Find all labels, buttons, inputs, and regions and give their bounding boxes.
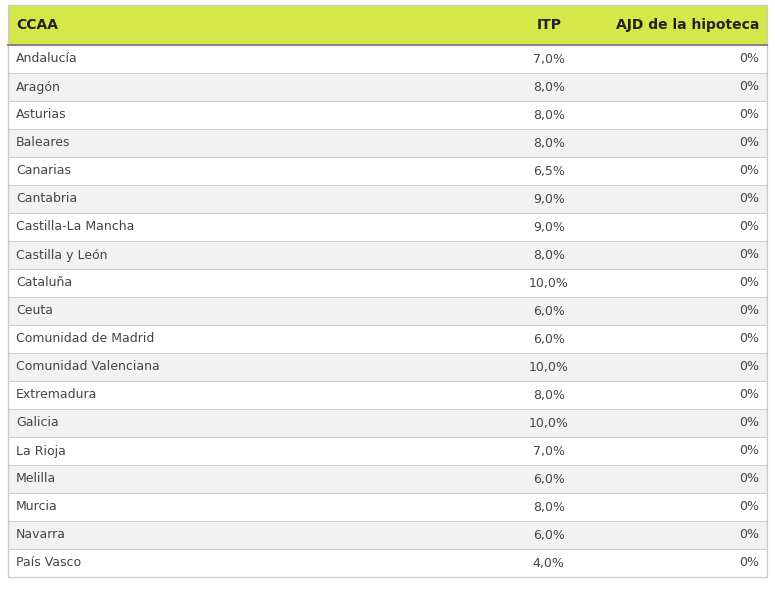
- Bar: [8, 521, 767, 549]
- Text: 10,0%: 10,0%: [529, 361, 569, 374]
- Text: 9,0%: 9,0%: [533, 221, 565, 234]
- Text: Comunidad de Madrid: Comunidad de Madrid: [16, 333, 154, 346]
- Text: 0%: 0%: [739, 333, 759, 346]
- Text: 0%: 0%: [739, 500, 759, 514]
- Bar: [8, 409, 767, 437]
- Text: ITP: ITP: [536, 18, 561, 32]
- Text: 0%: 0%: [739, 81, 759, 94]
- Text: Cantabria: Cantabria: [16, 193, 78, 206]
- Text: 0%: 0%: [739, 445, 759, 458]
- Text: 8,0%: 8,0%: [532, 500, 565, 514]
- Bar: [8, 325, 767, 353]
- Text: Baleares: Baleares: [16, 136, 71, 149]
- Bar: [8, 353, 767, 381]
- Bar: [8, 101, 767, 129]
- Text: 0%: 0%: [739, 528, 759, 541]
- Bar: [8, 493, 767, 521]
- Text: Comunidad Valenciana: Comunidad Valenciana: [16, 361, 160, 374]
- Text: País Vasco: País Vasco: [16, 556, 81, 569]
- Bar: [8, 549, 767, 577]
- Text: 8,0%: 8,0%: [532, 109, 565, 122]
- Text: 4,0%: 4,0%: [533, 556, 565, 569]
- Text: 0%: 0%: [739, 361, 759, 374]
- Text: 0%: 0%: [739, 193, 759, 206]
- Text: Ceuta: Ceuta: [16, 304, 53, 317]
- Text: 8,0%: 8,0%: [532, 81, 565, 94]
- Text: CCAA: CCAA: [16, 18, 58, 32]
- Text: Asturias: Asturias: [16, 109, 67, 122]
- Text: 0%: 0%: [739, 276, 759, 289]
- Text: Navarra: Navarra: [16, 528, 66, 541]
- Text: 8,0%: 8,0%: [532, 248, 565, 262]
- Bar: [8, 241, 767, 269]
- Text: 10,0%: 10,0%: [529, 276, 569, 289]
- Bar: [8, 185, 767, 213]
- Text: 6,0%: 6,0%: [533, 528, 565, 541]
- Text: 0%: 0%: [739, 221, 759, 234]
- Bar: [8, 213, 767, 241]
- Text: 0%: 0%: [739, 473, 759, 486]
- Bar: [8, 157, 767, 185]
- Text: 7,0%: 7,0%: [532, 53, 565, 65]
- Text: La Rioja: La Rioja: [16, 445, 66, 458]
- Bar: [8, 465, 767, 493]
- Bar: [8, 381, 767, 409]
- Bar: [8, 269, 767, 297]
- Bar: [8, 129, 767, 157]
- Text: Canarias: Canarias: [16, 164, 71, 177]
- Text: Murcia: Murcia: [16, 500, 58, 514]
- Bar: [8, 73, 767, 101]
- Text: Castilla y León: Castilla y León: [16, 248, 108, 262]
- Text: Aragón: Aragón: [16, 81, 61, 94]
- Text: 8,0%: 8,0%: [532, 136, 565, 149]
- Text: 9,0%: 9,0%: [533, 193, 565, 206]
- Bar: [8, 45, 767, 73]
- Text: 6,0%: 6,0%: [533, 333, 565, 346]
- Text: 7,0%: 7,0%: [532, 445, 565, 458]
- Text: 0%: 0%: [739, 248, 759, 262]
- Text: 0%: 0%: [739, 388, 759, 401]
- Text: 0%: 0%: [739, 109, 759, 122]
- Text: 8,0%: 8,0%: [532, 388, 565, 401]
- Text: Galicia: Galicia: [16, 416, 59, 429]
- Text: 6,0%: 6,0%: [533, 304, 565, 317]
- Text: 0%: 0%: [739, 53, 759, 65]
- Text: Extremadura: Extremadura: [16, 388, 98, 401]
- Text: Melilla: Melilla: [16, 473, 57, 486]
- Text: 0%: 0%: [739, 416, 759, 429]
- Bar: [8, 437, 767, 465]
- Text: 0%: 0%: [739, 556, 759, 569]
- Text: 0%: 0%: [739, 304, 759, 317]
- Text: 0%: 0%: [739, 136, 759, 149]
- Text: Castilla-La Mancha: Castilla-La Mancha: [16, 221, 134, 234]
- Text: 0%: 0%: [739, 164, 759, 177]
- Text: 10,0%: 10,0%: [529, 416, 569, 429]
- Text: Cataluña: Cataluña: [16, 276, 72, 289]
- Text: Andalucía: Andalucía: [16, 53, 78, 65]
- Text: 6,5%: 6,5%: [533, 164, 565, 177]
- Text: 6,0%: 6,0%: [533, 473, 565, 486]
- Text: AJD de la hipoteca: AJD de la hipoteca: [615, 18, 759, 32]
- Bar: [8, 297, 767, 325]
- Bar: [8, 5, 767, 45]
